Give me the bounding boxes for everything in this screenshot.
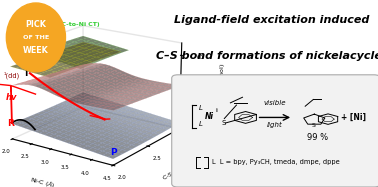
Text: PICK: PICK <box>25 20 46 29</box>
Text: L: L <box>199 105 203 111</box>
Text: S: S <box>311 123 315 128</box>
Text: WEEK: WEEK <box>23 46 49 55</box>
Text: L: L <box>199 121 203 127</box>
Text: Ni: Ni <box>204 112 214 121</box>
Text: L  L = bpy, Py₃CH, tmeda, dmpe, dppe: L L = bpy, Py₃CH, tmeda, dmpe, dppe <box>212 159 340 165</box>
Text: S: S <box>221 120 226 126</box>
Text: OF THE: OF THE <box>23 35 49 40</box>
Y-axis label: C-S ($\AA$): C-S ($\AA$) <box>160 163 185 183</box>
FancyBboxPatch shape <box>172 75 378 187</box>
Text: Ligand-field excitation induced: Ligand-field excitation induced <box>175 15 370 25</box>
Text: light: light <box>267 122 283 128</box>
Text: + [Ni]: + [Ni] <box>341 113 366 122</box>
Text: ii: ii <box>215 108 218 113</box>
Text: 99 %: 99 % <box>307 133 328 142</box>
Circle shape <box>6 3 65 72</box>
Text: C–S bond formations of nickelacycles: C–S bond formations of nickelacycles <box>156 51 378 61</box>
X-axis label: Ni-C ($\AA$): Ni-C ($\AA$) <box>29 174 56 187</box>
Text: visible: visible <box>263 100 286 106</box>
